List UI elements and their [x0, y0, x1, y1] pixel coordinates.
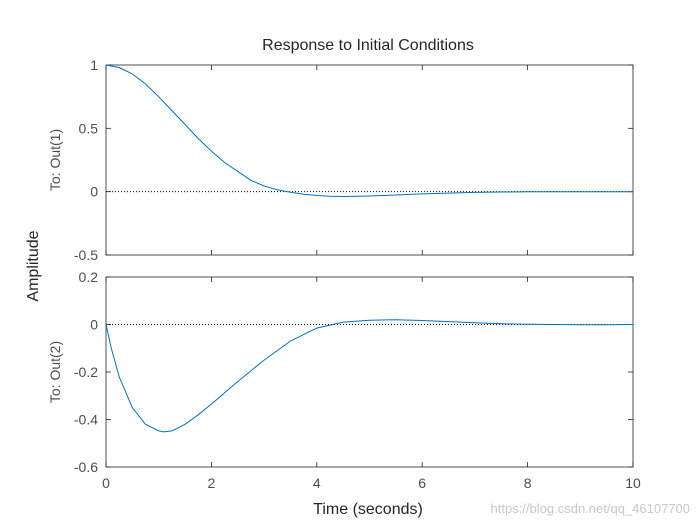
x-tick-label: 6 — [418, 475, 426, 491]
response-curve — [105, 64, 633, 197]
panel-frame — [105, 64, 634, 256]
panel-y-label: To: Out(1) — [47, 129, 63, 191]
y-tick-label: 0 — [90, 184, 98, 200]
y-tick-label: -0.5 — [74, 247, 98, 263]
panel-frame — [105, 276, 634, 468]
y-tick-label: -0.6 — [74, 459, 98, 475]
x-tick-label: 10 — [625, 475, 641, 491]
y-tick-label: -0.2 — [74, 364, 98, 380]
y-axis-label: Amplitude — [25, 230, 42, 301]
panel-1: 1 0.5 0 -0.5 To: Out(1) — [47, 57, 634, 263]
panel-y-label: To: Out(2) — [47, 341, 63, 403]
x-tick-label: 2 — [208, 475, 216, 491]
y-tick-label: 0.5 — [79, 120, 99, 136]
response-curve — [105, 319, 634, 433]
x-tick-label: 4 — [313, 475, 321, 491]
y-tick-label: -0.4 — [74, 412, 98, 428]
watermark: https://blog.csdn.net/qq_46107700 — [491, 501, 691, 516]
y-tick-label: 0.2 — [79, 269, 99, 285]
plot-panels: 10.50-0.5To: Out(1)0.20-0.2-0.4-0.60 2 4 6 8… — [47, 57, 641, 491]
chart-title: Response to Initial Conditions — [262, 37, 474, 54]
y-tick-label: 0 — [90, 317, 98, 333]
x-axis-label: Time (seconds) — [313, 501, 423, 518]
x-tick-label: 8 — [524, 475, 532, 491]
y-tick-label: 1 — [90, 57, 98, 73]
x-tick-label: 0 — [102, 475, 110, 491]
